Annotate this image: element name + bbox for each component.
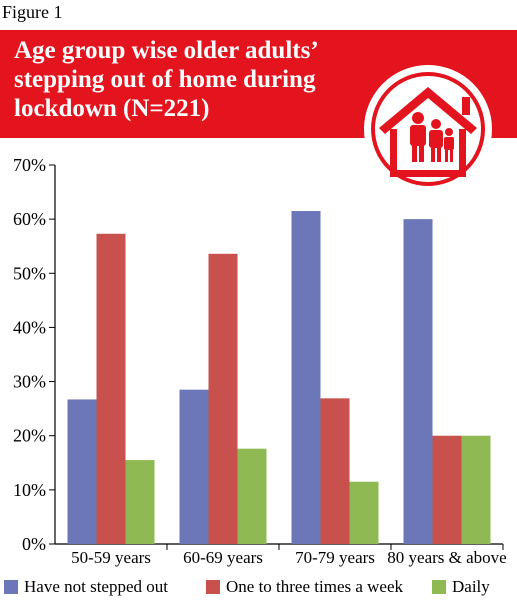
legend-label-daily: Daily xyxy=(452,577,490,596)
bar xyxy=(237,448,267,544)
y-tick-label: 10% xyxy=(13,480,46,500)
y-tick-label: 40% xyxy=(13,317,46,337)
x-tick-label: 80 years & above xyxy=(387,548,506,567)
x-tick-label: 70-79 years xyxy=(295,548,375,567)
y-tick-label: 30% xyxy=(13,372,46,392)
bar xyxy=(179,389,209,544)
figure-label: Figure 1 xyxy=(2,2,63,22)
bar xyxy=(349,481,379,544)
legend-item-daily: Daily xyxy=(432,575,514,599)
bar xyxy=(432,435,462,544)
bar xyxy=(208,253,238,544)
legend-item-have-not-stepped-out: Have not stepped out xyxy=(4,575,200,599)
legend-swatch-have-not-stepped-out xyxy=(4,580,18,594)
bar-chart: 0% 10% 20% 30% 40% 50% 60% 70% 50-59 years 60-69 … xyxy=(13,155,507,567)
family-home-icon xyxy=(364,65,492,193)
chart-legend: Have not stepped out One to three times … xyxy=(0,575,517,599)
bar xyxy=(461,435,491,544)
legend-swatch-one-to-three-times-a-week xyxy=(206,580,220,594)
bar xyxy=(320,398,350,544)
chart-title: Age group wise older adults’ stepping ou… xyxy=(14,37,317,122)
legend-item-one-to-three-times-a-week: One to three times a week xyxy=(206,575,426,599)
y-tick-label: 0% xyxy=(22,534,46,554)
bar xyxy=(403,219,433,544)
legend-label-have-not-stepped-out: Have not stepped out xyxy=(24,577,168,596)
bar xyxy=(96,233,126,545)
y-tick-label: 50% xyxy=(13,263,46,283)
bar xyxy=(67,399,97,544)
x-tick-label: 50-59 years xyxy=(71,548,151,567)
y-tick-label: 20% xyxy=(13,426,46,446)
legend-swatch-daily xyxy=(432,580,446,594)
y-tick-label: 60% xyxy=(13,209,46,229)
y-tick-label: 70% xyxy=(13,155,46,175)
x-tick-label: 60-69 years xyxy=(183,548,263,567)
legend-label-one-to-three-times-a-week: One to three times a week xyxy=(226,577,404,596)
bar xyxy=(125,460,155,544)
bar xyxy=(291,211,321,544)
